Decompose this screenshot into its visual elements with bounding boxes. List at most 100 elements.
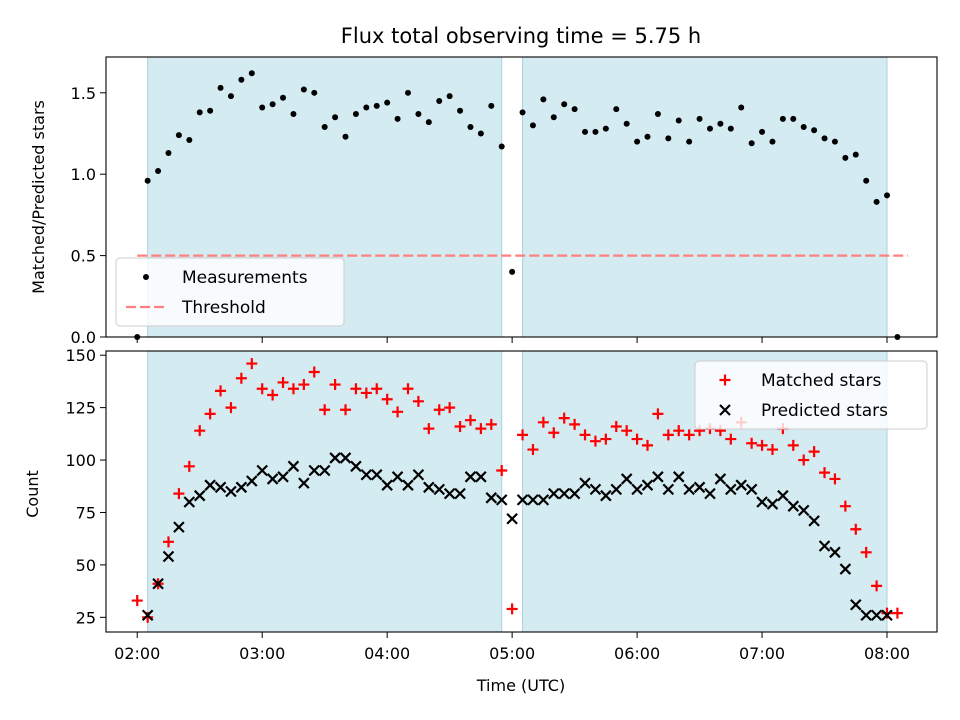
- matched-star-point: [131, 595, 143, 607]
- matched-star-point: [329, 379, 341, 391]
- predicted-star-point: [756, 496, 768, 508]
- measurement-point: [759, 128, 766, 135]
- predicted-star-point: [193, 489, 206, 502]
- matched-star-point: [381, 393, 393, 405]
- matched-star-point: [350, 383, 362, 395]
- measurement-point: [321, 124, 328, 130]
- measurement-point: [311, 89, 318, 96]
- matched-star-point: [673, 425, 685, 437]
- predicted-star-point: [797, 504, 810, 517]
- predicted-star-point: [537, 494, 550, 506]
- legend: Matched stars Predicted stars: [694, 360, 928, 430]
- measurement-point: [831, 138, 838, 145]
- measurement-point: [186, 137, 193, 144]
- matched-star-point: [871, 580, 883, 592]
- matched-star-point: [881, 607, 893, 619]
- matched-star-point: [798, 454, 810, 466]
- measurement-point: [842, 154, 849, 161]
- predicted-star-point: [652, 471, 664, 483]
- measurement-point: [582, 128, 589, 135]
- matched-star-point: [464, 414, 476, 426]
- predicted-star-point: [350, 460, 362, 473]
- measurement-point: [457, 107, 464, 114]
- legend-label: Threshold: [181, 298, 266, 318]
- measurement-point: [238, 76, 245, 83]
- matched-star-point: [267, 389, 279, 401]
- matched-star-point: [850, 523, 862, 535]
- measurement-point: [436, 97, 443, 104]
- predicted-star-point: [589, 483, 602, 496]
- matched-star-point: [600, 433, 612, 445]
- matched-star-point: [204, 408, 216, 420]
- measurement-point: [332, 114, 339, 121]
- measurement-point: [665, 135, 672, 142]
- legend: Measurements Threshold: [115, 257, 345, 327]
- predicted-star-point: [714, 473, 727, 485]
- predicted-star-point: [600, 489, 612, 502]
- measurement-point: [634, 138, 641, 145]
- predicted-star-point: [475, 471, 487, 483]
- measurement-point: [727, 125, 734, 132]
- legend-label: Measurements: [182, 268, 308, 288]
- measurement-point: [175, 132, 182, 139]
- measurement-point: [363, 104, 370, 111]
- matched-star-point: [340, 404, 352, 416]
- measurement-point: [821, 135, 828, 142]
- matched-star-point: [642, 439, 654, 451]
- matched-star-point: [569, 418, 581, 430]
- y-tick-label: 75: [76, 503, 96, 522]
- matched-star-point: [360, 387, 372, 399]
- predicted-star-point: [443, 487, 456, 500]
- measurement-point: [717, 120, 724, 127]
- measurement-point: [207, 107, 214, 114]
- predicted-star-point: [246, 475, 258, 487]
- measurement-point: [696, 115, 703, 122]
- predicted-star-point: [173, 521, 185, 533]
- legend-x-icon: [719, 404, 731, 416]
- measurement-point: [196, 109, 203, 116]
- predicted-star-point: [204, 479, 216, 491]
- matched-star-point: [506, 603, 518, 615]
- measurement-point: [498, 143, 505, 150]
- predicted-star-point: [454, 487, 466, 500]
- x-tick-label: 04:00: [364, 644, 410, 663]
- measurement-point: [675, 117, 682, 124]
- matched-star-point: [558, 412, 570, 424]
- matched-star-point: [277, 376, 289, 388]
- matched-star-point: [256, 383, 268, 395]
- matched-star-point: [725, 433, 737, 445]
- predicted-star-point: [558, 487, 570, 500]
- predicted-star-point: [527, 494, 539, 506]
- predicted-star-point: [631, 483, 643, 496]
- matched-star-point: [423, 423, 435, 435]
- predicted-star-point: [214, 481, 227, 494]
- predicted-star-point: [735, 479, 748, 491]
- predicted-star-point: [568, 487, 581, 500]
- matched-star-point: [183, 460, 195, 472]
- matched-star-point: [517, 429, 529, 441]
- measurement-point: [425, 119, 432, 126]
- predicted-star-point: [423, 481, 435, 494]
- matched-star-point: [610, 420, 622, 432]
- measurement-point: [623, 120, 630, 127]
- legend-dot-icon: [143, 274, 149, 280]
- predicted-star-point: [485, 492, 498, 504]
- measurement-point: [227, 93, 234, 100]
- matched-star-point: [589, 435, 601, 447]
- matched-star-point: [746, 437, 758, 449]
- matched-star-point: [839, 500, 851, 512]
- predicted-star-point: [381, 479, 393, 491]
- predicted-star-point: [787, 500, 800, 512]
- measurement-point: [884, 192, 891, 199]
- matched-star-point: [787, 439, 799, 451]
- legend-label: Predicted stars: [761, 401, 888, 421]
- matched-star-point: [579, 429, 591, 441]
- measurement-point: [384, 99, 391, 106]
- predicted-star-point: [839, 563, 852, 575]
- x-tick-label: 06:00: [614, 644, 660, 663]
- matched-star-point: [194, 425, 206, 437]
- predicted-star-point: [516, 494, 529, 506]
- predicted-star-point: [308, 464, 321, 477]
- predicted-star-point: [641, 479, 654, 491]
- predicted-star-point: [881, 609, 893, 622]
